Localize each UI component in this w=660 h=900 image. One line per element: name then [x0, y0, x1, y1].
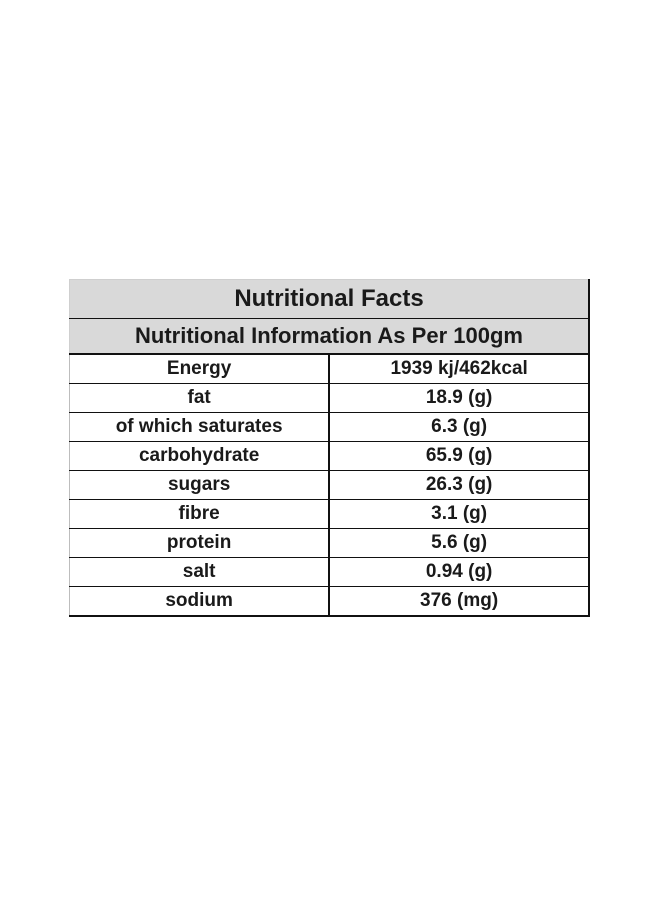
- nutrient-value: 376 (mg): [329, 586, 590, 617]
- nutrient-value: 26.3 (g): [329, 470, 590, 500]
- table-row-sodium: sodium 376 (mg): [69, 586, 590, 617]
- nutrient-value: 5.6 (g): [329, 528, 590, 558]
- table-row-saturates: of which saturates 6.3 (g): [69, 412, 590, 442]
- table-title: Nutritional Facts: [69, 279, 590, 319]
- table-row-energy: Energy 1939 kj/462kcal: [69, 354, 590, 384]
- table-row-salt: salt 0.94 (g): [69, 557, 590, 587]
- table-subtitle: Nutritional Information As Per 100gm: [69, 318, 590, 355]
- nutrient-name: sodium: [69, 586, 331, 617]
- nutrient-name: fat: [69, 383, 331, 413]
- table-row-fibre: fibre 3.1 (g): [69, 499, 590, 529]
- nutrient-value: 18.9 (g): [329, 383, 590, 413]
- title-row: Nutritional Facts: [69, 279, 590, 319]
- nutrient-name: salt: [69, 557, 331, 587]
- nutrient-value: 3.1 (g): [329, 499, 590, 529]
- nutrient-name: fibre: [69, 499, 331, 529]
- nutrient-name: protein: [69, 528, 331, 558]
- nutrient-name: sugars: [69, 470, 331, 500]
- nutrition-facts-table: Nutritional Facts Nutritional Informatio…: [69, 279, 590, 617]
- table-row-sugars: sugars 26.3 (g): [69, 470, 590, 500]
- nutrient-name: Energy: [69, 354, 331, 384]
- nutrient-value: 1939 kj/462kcal: [329, 354, 590, 384]
- nutrient-name: of which saturates: [69, 412, 331, 442]
- nutrient-value: 65.9 (g): [329, 441, 590, 471]
- table-row-protein: protein 5.6 (g): [69, 528, 590, 558]
- nutrient-value: 6.3 (g): [329, 412, 590, 442]
- subtitle-row: Nutritional Information As Per 100gm: [69, 318, 590, 355]
- table-row-fat: fat 18.9 (g): [69, 383, 590, 413]
- nutrient-value: 0.94 (g): [329, 557, 590, 587]
- nutrient-name: carbohydrate: [69, 441, 331, 471]
- table-row-carbohydrate: carbohydrate 65.9 (g): [69, 441, 590, 471]
